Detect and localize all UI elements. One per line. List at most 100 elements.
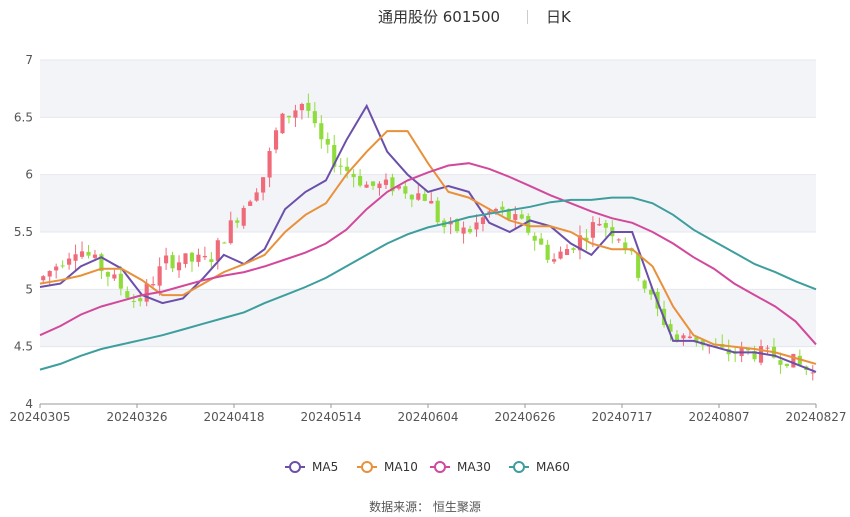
candle-up — [810, 372, 815, 374]
candle-up — [176, 262, 182, 271]
candle-up — [299, 104, 304, 111]
x-tick-label: 20240807 — [688, 410, 749, 424]
candle-up — [396, 186, 401, 189]
candle-up — [254, 192, 259, 201]
candle-down — [351, 173, 356, 178]
plot-band — [40, 174, 816, 232]
candle-down — [235, 220, 240, 223]
candle-down — [170, 255, 175, 269]
candle-up — [79, 251, 85, 257]
x-tick-label: 20240604 — [397, 410, 458, 424]
candle-down — [571, 248, 576, 250]
x-tick-label: 20240326 — [106, 410, 167, 424]
candle-down — [674, 334, 680, 341]
candle-down — [370, 181, 376, 186]
x-tick-label: 20240514 — [300, 410, 361, 424]
ma-lines — [39, 103, 817, 373]
candle-down — [778, 360, 783, 365]
legend-marker — [434, 461, 446, 473]
legend-marker — [289, 461, 301, 473]
y-tick-label: 4 — [25, 397, 33, 411]
candle-up — [228, 220, 233, 244]
candle-up — [112, 274, 117, 279]
candle-up — [202, 255, 207, 258]
candle-down — [623, 242, 628, 249]
x-tick-label: 20240827 — [785, 410, 846, 424]
candle-down — [784, 363, 789, 367]
plot-band — [40, 60, 816, 118]
candle-up — [552, 259, 557, 262]
candle-up — [480, 217, 486, 224]
legend: MA5 MA10 MA30 MA60 — [285, 460, 570, 474]
candle-down — [746, 348, 751, 351]
candle-down — [131, 301, 136, 303]
candle-up — [47, 271, 52, 277]
candle-up — [383, 179, 389, 185]
candle-down — [694, 337, 699, 342]
candle-up — [461, 227, 466, 234]
candle-up — [267, 151, 272, 178]
candle-up — [590, 222, 595, 238]
candle-up — [280, 113, 285, 134]
candle-up — [248, 201, 253, 206]
y-tick-label: 6.5 — [14, 110, 33, 124]
candle-down — [752, 351, 757, 360]
y-tick-label: 5.5 — [14, 225, 33, 239]
candle-down — [209, 259, 214, 262]
candle-down — [60, 265, 65, 267]
candle-up — [92, 254, 98, 258]
plot-background — [40, 60, 816, 347]
candle-down — [325, 138, 330, 145]
candle-up — [765, 347, 770, 349]
data-source: 数据来源： 恒生聚源 — [369, 500, 481, 514]
x-tick-label: 20240717 — [591, 410, 652, 424]
x-tick-label: 20240418 — [203, 410, 264, 424]
candle-up — [513, 214, 518, 220]
y-tick-label: 4.5 — [14, 340, 33, 354]
ma-line-ma60 — [39, 196, 817, 371]
candle-down — [603, 223, 608, 228]
candle-down — [545, 244, 550, 260]
candle-up — [687, 336, 692, 339]
chart-title: 通用股份 601500 — [378, 8, 501, 26]
candle-up — [681, 335, 686, 339]
candle-down — [539, 238, 544, 245]
candle-up — [144, 283, 149, 302]
candle-down — [403, 186, 408, 194]
x-tick-label: 20240626 — [494, 410, 555, 424]
candle-up — [558, 251, 563, 259]
candle-up — [564, 249, 570, 256]
ma-line-ma5 — [39, 103, 817, 373]
candle-up — [73, 254, 78, 261]
candle-down — [306, 102, 311, 111]
candle-up — [67, 258, 72, 265]
candle-down — [338, 165, 343, 167]
candle-down — [584, 237, 589, 241]
chart-header: 通用股份 601500 日K — [0, 6, 850, 28]
ma-line-ma30 — [39, 162, 817, 346]
candle-down — [467, 229, 473, 233]
candle-up — [364, 184, 369, 188]
candle-down — [409, 194, 414, 200]
candle-up — [474, 222, 479, 230]
candle-up — [196, 254, 201, 262]
candle-up — [157, 266, 162, 286]
x-axis: 20240305 20240326 20240418 20240514 20240604… — [9, 404, 847, 424]
ma-line-ma10 — [39, 130, 817, 365]
legend-label: MA10 — [384, 460, 418, 474]
candle-down — [455, 219, 460, 232]
candle-down — [222, 242, 227, 244]
y-tick-label: 7 — [25, 53, 33, 67]
candle-down — [312, 111, 317, 124]
candle-up — [616, 239, 621, 241]
candle-down — [668, 324, 673, 332]
candle-up — [41, 276, 46, 281]
candle-up — [377, 183, 382, 189]
candle-up — [54, 266, 59, 271]
candle-up — [293, 110, 298, 118]
legend-label: MA30 — [457, 460, 491, 474]
candle-up — [183, 253, 188, 264]
candle-down — [642, 280, 647, 289]
candle-up — [261, 177, 266, 193]
